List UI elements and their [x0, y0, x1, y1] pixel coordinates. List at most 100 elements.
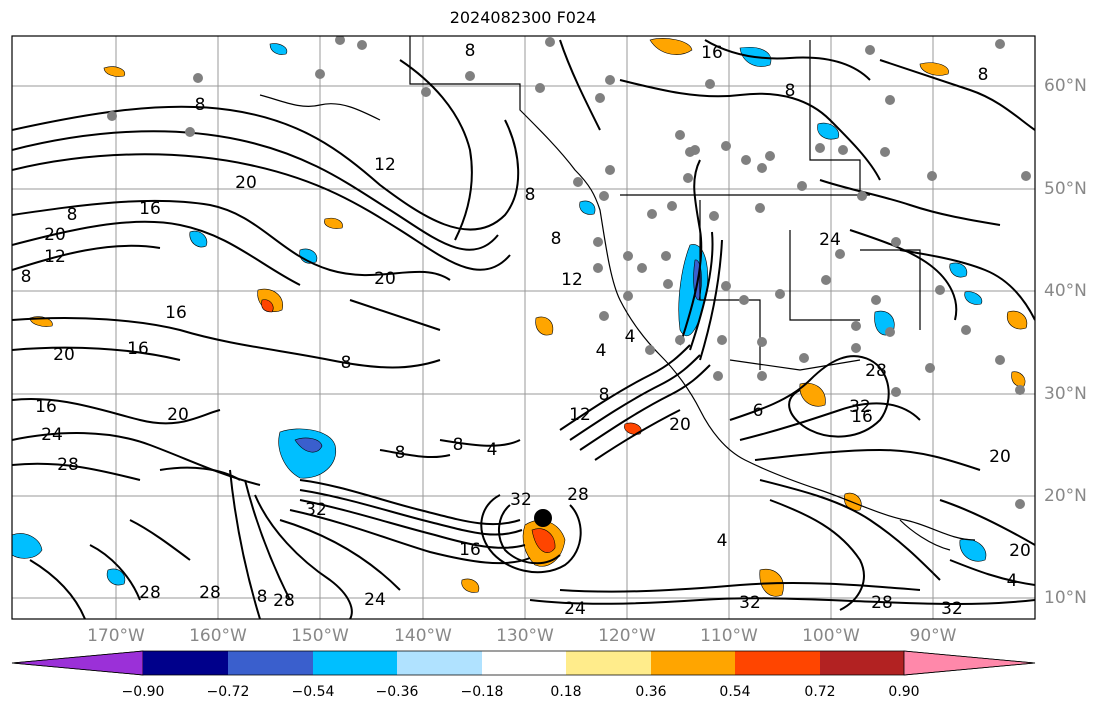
colorbar-under-arrow	[11, 650, 144, 676]
contour-label: 16	[127, 339, 149, 359]
coastlines-and-borders	[259, 36, 976, 551]
contour-label: 8	[21, 267, 32, 287]
contour-label: 28	[567, 485, 589, 505]
contour-label: 32	[305, 500, 327, 520]
map-plot-area: 16 8 8 12 20 8 16 20 12 8 20 16 12 8 20 …	[12, 36, 1035, 619]
colorbar-tick-label: 0.54	[719, 684, 751, 700]
latitude-label: 40°N	[1044, 281, 1087, 301]
contour-label: 20	[235, 173, 257, 193]
contour-label: 8	[341, 353, 352, 373]
colorbar-tick-label: −0.90	[121, 684, 165, 700]
contour-label: 24	[364, 590, 386, 610]
colorbar	[11, 650, 1036, 676]
colorbar-tick-label: 0.90	[888, 684, 920, 700]
contour-lines	[12, 39, 1035, 619]
contour-label: 32	[739, 593, 761, 613]
contour-label: 16	[165, 303, 187, 323]
longitude-label: 110°W	[700, 626, 758, 646]
colorbar-tick-label: −0.18	[460, 684, 504, 700]
contour-label: 12	[44, 247, 66, 267]
contour-label: 8	[453, 435, 464, 455]
latitude-label: 10°N	[1044, 588, 1087, 608]
station-markers	[107, 36, 1031, 509]
contour-label: 32	[510, 490, 532, 510]
contour-label: 28	[199, 583, 221, 603]
colorbar-segment	[482, 651, 566, 675]
colorbar-outline	[11, 650, 1036, 676]
colorbar-tick-label: −0.72	[206, 684, 250, 700]
longitude-label: 140°W	[394, 626, 452, 646]
contour-label: 20	[53, 345, 75, 365]
contour-label: 8	[785, 81, 796, 101]
contour-label: 8	[257, 587, 268, 607]
colorbar-segment	[735, 651, 820, 675]
latitude-label: 50°N	[1044, 179, 1087, 199]
longitude-label: 100°W	[802, 626, 860, 646]
contour-label: 4	[487, 440, 498, 460]
contour-label-group: 16 8 8 12 20 8 16 20 12 8 20 16 12 8 20 …	[21, 41, 1031, 619]
storm-center-marker	[534, 509, 552, 527]
contour-label: 8	[551, 229, 562, 249]
contour-label: 16	[851, 407, 873, 427]
map-title: 2024082300 F024	[449, 8, 597, 27]
contour-label: 8	[978, 65, 989, 85]
colorbar-tick-label: 0.72	[804, 684, 836, 700]
contour-label: 4	[625, 327, 636, 347]
contour-label: 16	[459, 540, 481, 560]
colorbar-tick-label: −0.54	[291, 684, 335, 700]
colorbar-segment	[143, 651, 228, 675]
contour-label: 4	[1007, 571, 1018, 591]
contour-label: 20	[1009, 541, 1031, 561]
contour-label: 32	[849, 397, 871, 417]
map-frame	[11, 35, 1036, 620]
colorbar-over-arrow	[903, 650, 1036, 676]
contour-label: 20	[669, 415, 691, 435]
contour-label: 8	[525, 185, 536, 205]
contour-label: 16	[139, 199, 161, 219]
contour-label: 28	[139, 583, 161, 603]
contour-label: 12	[561, 270, 583, 290]
longitude-label: 170°W	[87, 626, 145, 646]
colorbar-segment	[566, 651, 651, 675]
contour-label: 28	[57, 455, 79, 475]
contour-label: 24	[819, 230, 841, 250]
contour-label: 20	[44, 225, 66, 245]
contour-label: 16	[701, 43, 723, 63]
colorbar-segment	[397, 651, 482, 675]
lat-lon-gridlines	[12, 36, 1035, 619]
contour-label: 20	[167, 405, 189, 425]
contour-label: 32	[941, 599, 963, 619]
contour-label: 24	[564, 599, 586, 619]
contour-label: 28	[865, 361, 887, 381]
longitude-label: 90°W	[909, 626, 957, 646]
latitude-label: 20°N	[1044, 486, 1087, 506]
contour-label: 8	[395, 443, 406, 463]
contour-label: 16	[35, 397, 57, 417]
colorbar-tick-label: −0.36	[375, 684, 419, 700]
contour-label: 6	[753, 401, 764, 421]
longitude-label: 120°W	[598, 626, 656, 646]
contour-label: 8	[67, 205, 78, 225]
contour-label: 4	[596, 341, 607, 361]
contour-label: 20	[989, 447, 1011, 467]
contour-label: 8	[599, 385, 610, 405]
contour-label: 12	[374, 155, 396, 175]
colorbar-segment	[651, 651, 735, 675]
latitude-label: 60°N	[1044, 76, 1087, 96]
colorbar-segment	[228, 651, 313, 675]
latitude-label: 30°N	[1044, 384, 1087, 404]
longitude-label: 130°W	[496, 626, 554, 646]
contour-label: 12	[569, 405, 591, 425]
contour-label: 8	[195, 95, 206, 115]
contour-label: 24	[41, 425, 63, 445]
longitude-label: 150°W	[291, 626, 349, 646]
colorbar-tick-label: 0.18	[550, 684, 582, 700]
contour-label: 28	[273, 591, 295, 611]
colorbar-segment	[820, 651, 904, 675]
longitude-label: 160°W	[189, 626, 247, 646]
colorbar-tick-label: 0.36	[635, 684, 667, 700]
contour-label: 4	[717, 531, 728, 551]
colorbar-segment	[313, 651, 397, 675]
contour-label: 8	[465, 41, 476, 61]
